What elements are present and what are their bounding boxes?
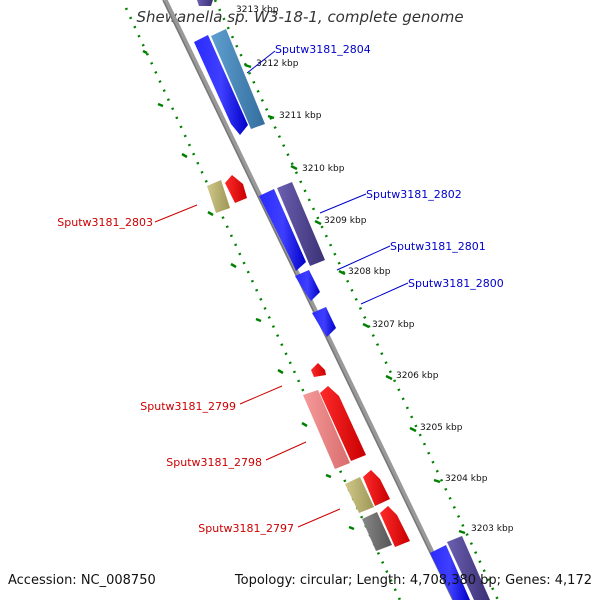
gene-arrow	[311, 363, 326, 377]
gene-arrow	[197, 0, 213, 6]
gene-arrow	[277, 182, 325, 266]
gene-arrow	[430, 545, 470, 600]
tick-label: 3203 kbp	[471, 524, 514, 534]
tick-label: 3209 kbp	[324, 216, 367, 226]
ruler-ticks-outer	[244, 63, 466, 535]
ruler-ticks-inner	[142, 49, 355, 531]
accession-text: Accession: NC_008750	[8, 573, 156, 588]
tick-label: 3205 kbp	[420, 423, 463, 433]
gene-labels: Sputw3181_2804 Sputw3181_2803 Sputw3181_…	[57, 43, 503, 535]
ruler-dots	[124, 0, 500, 600]
gene-arrow	[194, 35, 248, 135]
tick-label: 3204 kbp	[445, 474, 488, 484]
gene-label-2803: Sputw3181_2803	[57, 216, 153, 229]
gene-box	[362, 512, 392, 551]
gene-box	[207, 180, 230, 213]
gene-label-2800: Sputw3181_2800	[408, 277, 504, 290]
map-title: Shewanella sp. W3-18-1, complete genome	[136, 8, 464, 26]
gene-arrow	[259, 189, 306, 271]
tick-label: 3207 kbp	[372, 320, 415, 330]
label-leaders	[154, 50, 409, 528]
gene-box	[303, 390, 350, 469]
gene-arrow	[320, 386, 366, 461]
tick-label: 3210 kbp	[302, 164, 345, 174]
tick-label: 3213 kbp	[236, 5, 279, 15]
gene-label-2797: Sputw3181_2797	[198, 522, 294, 535]
summary-text: Topology: circular; Length: 4,708,380 bp…	[234, 573, 592, 588]
gene-arrow	[380, 506, 410, 547]
gene-label-2802: Sputw3181_2802	[366, 188, 462, 201]
gene-label-2801: Sputw3181_2801	[390, 240, 486, 253]
tick-label: 3212 kbp	[256, 59, 299, 69]
gene-label-2799: Sputw3181_2799	[140, 400, 236, 413]
tick-label: 3206 kbp	[396, 371, 439, 381]
gene-label-2798: Sputw3181_2798	[166, 456, 262, 469]
gene-arrow	[363, 470, 390, 506]
genome-backbone	[162, 0, 458, 600]
gene-arrow	[295, 270, 320, 301]
gene-arrow	[312, 307, 336, 337]
gene-arrow	[447, 536, 490, 600]
reverse-features	[207, 175, 410, 551]
tick-label: 3208 kbp	[348, 267, 391, 277]
gene-label-2804: Sputw3181_2804	[275, 43, 371, 56]
gene-arrow	[225, 175, 247, 203]
tick-label: 3211 kbp	[279, 111, 322, 121]
gene-box	[345, 477, 374, 513]
tick-labels: 3213 kbp 3212 kbp 3211 kbp 3210 kbp 3209…	[236, 5, 514, 534]
gene-arrow	[211, 29, 265, 129]
forward-features	[194, 0, 490, 600]
